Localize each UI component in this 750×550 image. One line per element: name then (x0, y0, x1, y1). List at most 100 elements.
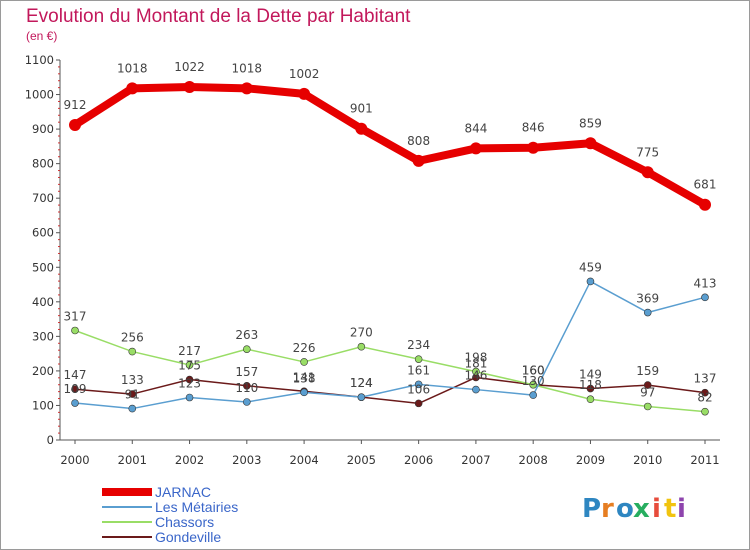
data-label: 160 (522, 364, 545, 378)
data-label: 159 (636, 364, 659, 378)
x-tick-label: 2003 (232, 453, 261, 467)
x-tick-label: 2005 (347, 453, 376, 467)
data-point (643, 308, 652, 317)
series-line-0 (71, 82, 709, 209)
y-tick-label: 100 (32, 398, 54, 412)
data-label: 256 (121, 331, 144, 345)
data-point (71, 385, 79, 394)
data-point (529, 391, 537, 399)
chart-subtitle: (en €) (26, 29, 57, 43)
x-tick-label: 2000 (60, 453, 89, 467)
data-label: 124 (350, 376, 373, 390)
brand-letter: x (633, 494, 650, 524)
data-label: 1018 (232, 61, 263, 75)
data-point (643, 402, 652, 411)
x-tick-label: 2001 (118, 453, 147, 467)
brand-letter: i (677, 494, 686, 524)
data-label: 912 (64, 98, 87, 112)
data-point (529, 380, 537, 389)
data-label: 1022 (174, 60, 205, 74)
data-point (243, 398, 251, 406)
x-tick-label: 2004 (289, 453, 318, 467)
data-point (527, 141, 540, 154)
data-point (128, 404, 137, 413)
data-label: 146 (464, 369, 487, 383)
data-label: 846 (522, 121, 545, 135)
y-tick-label: 200 (32, 364, 54, 378)
series-line-3 (74, 376, 706, 405)
data-point (412, 154, 425, 167)
data-point (300, 388, 308, 397)
data-label: 234 (407, 338, 430, 352)
x-tick-label: 2006 (404, 453, 433, 467)
data-label: 97 (640, 385, 655, 399)
data-point (586, 384, 595, 393)
data-point (355, 122, 368, 135)
data-label: 459 (579, 260, 602, 274)
data-label: 317 (64, 309, 87, 323)
brand-letter: i (652, 494, 661, 524)
x-tick-label: 2008 (519, 453, 548, 467)
x-tick-label: 2010 (633, 453, 662, 467)
brand-letter: r (601, 494, 614, 524)
data-point (586, 395, 595, 404)
y-tick-label: 400 (32, 295, 54, 309)
x-tick-label: 2002 (175, 453, 204, 467)
data-label: 91 (125, 388, 140, 402)
data-point (472, 367, 480, 376)
legend-label: Gondeville (155, 529, 221, 545)
data-point (126, 82, 139, 95)
chart-title: Evolution du Montant de la Dette par Hab… (26, 6, 411, 27)
y-tick-label: 300 (32, 329, 54, 343)
data-label: 369 (636, 292, 659, 306)
brand-letter: P (582, 494, 601, 524)
data-label: 901 (350, 102, 373, 116)
data-point (586, 277, 595, 286)
y-tick-label: 600 (32, 226, 54, 240)
data-point (701, 293, 709, 302)
data-point (128, 347, 137, 356)
data-point (701, 407, 709, 416)
data-label: 775 (636, 145, 659, 159)
y-tick-label: 1100 (25, 53, 54, 67)
brand-letter: o (616, 494, 634, 524)
data-label: 413 (694, 276, 717, 290)
data-point (701, 388, 709, 397)
data-point (472, 385, 480, 394)
series-line-1 (74, 280, 706, 410)
x-tick-label: 2011 (690, 453, 719, 467)
data-label: 137 (694, 372, 717, 386)
data-point (128, 390, 137, 398)
data-point (469, 142, 482, 155)
data-label: 147 (64, 368, 87, 382)
data-label: 130 (522, 374, 545, 388)
y-tick-label: 700 (32, 191, 54, 205)
point-labels-layer: 912 1018 1022 1018 1002 901 808 844 846 859 775 681… (64, 60, 717, 405)
y-tick-label: 900 (32, 122, 54, 136)
data-label: 82 (697, 391, 712, 405)
data-label: 175 (178, 359, 201, 373)
data-label: 160 (522, 364, 545, 378)
data-point (185, 375, 194, 384)
data-point (300, 358, 308, 366)
data-label: 161 (407, 363, 430, 377)
data-label: 118 (579, 378, 602, 392)
data-label: 110 (235, 381, 258, 395)
data-label: 270 (350, 326, 373, 340)
data-point (183, 80, 196, 93)
data-point (641, 166, 654, 179)
data-point (643, 381, 652, 389)
x-tick-label: 2007 (461, 453, 490, 467)
data-label: 1002 (289, 67, 320, 81)
y-tick-label: 0 (47, 433, 54, 447)
data-label: 181 (464, 356, 487, 370)
data-label: 106 (407, 382, 430, 396)
data-label: 109 (64, 382, 87, 396)
data-label: 681 (694, 178, 717, 192)
data-point (240, 82, 253, 95)
data-label: 124 (350, 376, 373, 390)
data-point (243, 381, 251, 390)
legend-label: Chassors (155, 514, 214, 530)
